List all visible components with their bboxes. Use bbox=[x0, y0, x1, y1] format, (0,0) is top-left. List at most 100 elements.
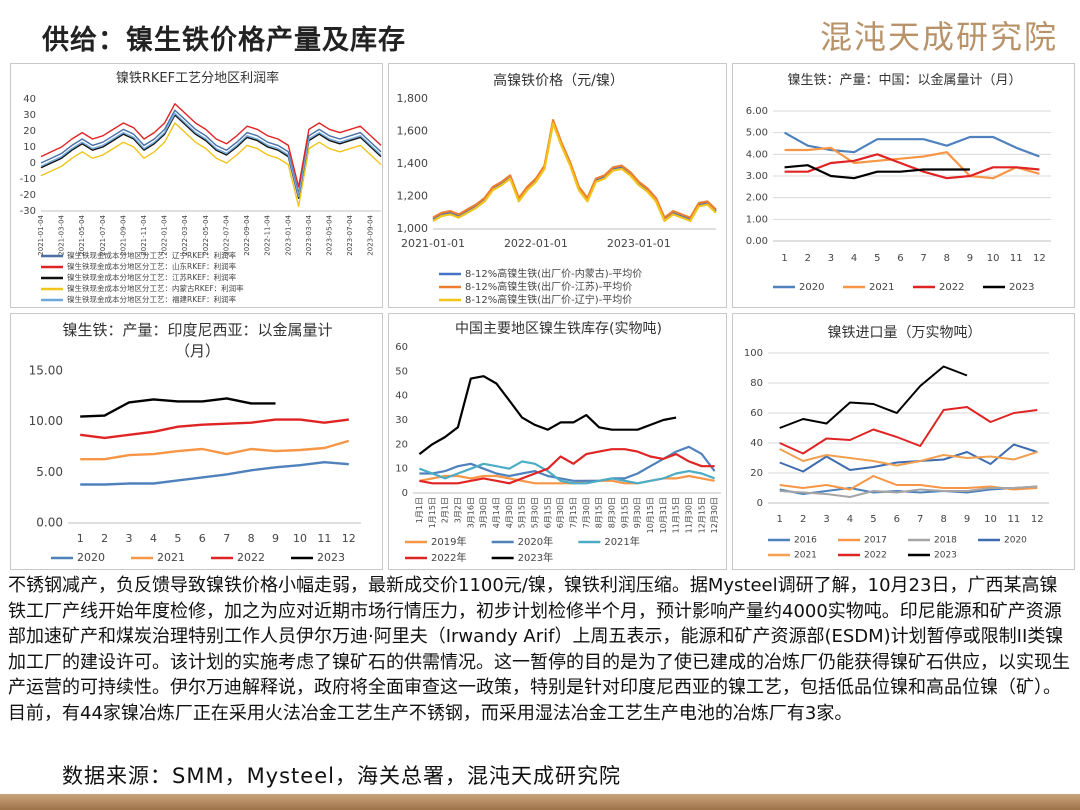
x-tick-label: 4 bbox=[847, 514, 853, 525]
series-line bbox=[40, 112, 382, 198]
x-tick-label: 5月30日 bbox=[530, 497, 539, 528]
y-tick-label: 30 bbox=[23, 110, 36, 121]
y-tick-label: 40 bbox=[23, 94, 36, 105]
y-tick-label: -20 bbox=[20, 190, 36, 201]
x-tick-label: 2021-11-04 bbox=[140, 214, 148, 255]
series-line bbox=[784, 164, 970, 180]
y-tick-label: 10 bbox=[395, 464, 408, 475]
y-tick-label: -10 bbox=[20, 174, 36, 185]
y-tick-label: 60 bbox=[750, 408, 763, 419]
x-tick-label: 2021-05-04 bbox=[78, 214, 86, 255]
x-tick-label: 2023-05-04 bbox=[325, 214, 333, 255]
x-tick-label: 11月15日 bbox=[672, 497, 681, 533]
legend-label: 2016 bbox=[794, 536, 817, 546]
series-line bbox=[432, 122, 717, 222]
chart: 0 10 20 30 40 50 60 1月1日 1月15日 2月1日 3月2日 3月16日 3月30日… bbox=[395, 342, 721, 564]
series-line bbox=[784, 131, 1040, 158]
legend-label: 2020年 bbox=[518, 535, 553, 548]
legend-label: 8-12%高镍生铁(出厂价-江苏)-平均价 bbox=[465, 280, 632, 293]
chart-panel: 0 10 20 30 40 50 60 1月1日 1月15日 2月1日 3月2日 3月16日 3月30日… bbox=[388, 313, 727, 570]
series-line bbox=[779, 365, 968, 429]
series-line bbox=[80, 439, 350, 461]
legend-label: 8-12%高镍生铁(出厂价-内蒙古)-平均价 bbox=[465, 267, 642, 280]
y-tick-label: -30 bbox=[20, 206, 36, 217]
x-tick-label: 3月16日 bbox=[466, 497, 475, 528]
x-tick-label: 2023-07-04 bbox=[346, 214, 354, 255]
x-tick-label: 1月15日 bbox=[428, 497, 437, 528]
y-tick-label: 15.00 bbox=[29, 364, 63, 378]
x-tick-label: 6 bbox=[897, 253, 903, 264]
series-line bbox=[80, 461, 349, 486]
x-tick-label: 4月14日 bbox=[492, 497, 501, 528]
series-line bbox=[419, 448, 715, 485]
x-tick-label: 7 bbox=[920, 253, 926, 264]
x-tick-label: 3 bbox=[823, 514, 829, 525]
y-tick-label: 40 bbox=[750, 438, 763, 449]
chart-panel: 0.00 1.00 2.00 3.00 4.00 5.00 6.00 1 2 3 4 5 6 7 8 9 10 1… bbox=[732, 63, 1075, 308]
legend-label: 2017 bbox=[864, 536, 887, 546]
y-tick-label: 0.00 bbox=[746, 236, 768, 247]
series-line bbox=[40, 114, 382, 199]
y-tick-label: 10 bbox=[23, 142, 36, 153]
series-line bbox=[779, 448, 1038, 467]
series-line bbox=[784, 153, 1040, 180]
body-text: 不锈钢减产，负反馈导致镍铁价格小幅走弱，最新成交价1100元/镍，镍铁利润压缩。… bbox=[8, 575, 1070, 724]
series-line bbox=[418, 375, 677, 455]
y-tick-label: 1.00 bbox=[746, 214, 768, 225]
x-tick-label: 2023-01-04 bbox=[284, 214, 292, 255]
x-tick-label: 9 bbox=[964, 514, 970, 525]
y-tick-label: 10.00 bbox=[29, 414, 63, 428]
x-tick-label: 2021-01-04 bbox=[37, 214, 45, 255]
chart: 0.001.002.003.004.005.006.001 2 3 4 5 6 7 8 9 10 1… bbox=[746, 106, 1051, 293]
y-tick-label: 20 bbox=[23, 126, 36, 137]
x-tick-label: 10 bbox=[984, 514, 997, 525]
y-tick-label: 0 bbox=[402, 488, 408, 499]
legend-label: 2023 bbox=[317, 551, 345, 564]
y-tick-label: 6.00 bbox=[746, 106, 768, 117]
x-tick-label: 4月30日 bbox=[505, 497, 514, 528]
y-tick-label: 80 bbox=[750, 378, 763, 389]
legend-label: 2023 bbox=[934, 551, 957, 561]
x-tick-label: 8 bbox=[940, 514, 946, 525]
legend-label: 2018 bbox=[934, 536, 957, 546]
x-tick-label: 2月1日 bbox=[441, 497, 450, 523]
x-tick-label: 2022-01-04 bbox=[161, 214, 169, 255]
y-tick-label: 0 bbox=[30, 158, 36, 169]
x-tick-label: 7 bbox=[223, 532, 230, 545]
y-tick-label: 20 bbox=[395, 439, 408, 450]
x-tick-label: 4 bbox=[851, 253, 857, 264]
chart-title: 镍生铁：产量：印度尼西亚：以金属量计（月） bbox=[62, 321, 333, 360]
x-tick-label: 9 bbox=[967, 253, 973, 264]
y-tick-label: 5.00 bbox=[36, 465, 63, 479]
x-tick-label: 1 bbox=[781, 253, 787, 264]
y-tick-label: 1,800 bbox=[397, 92, 429, 105]
legend-label: 8-12%高镍生铁(出厂价-辽宁)-平均价 bbox=[465, 293, 632, 306]
x-tick-label: 6月15日 bbox=[543, 497, 552, 528]
x-tick-label: 3月2日 bbox=[453, 497, 462, 523]
x-tick-label: 8 bbox=[248, 532, 255, 545]
y-tick-label: 100 bbox=[744, 348, 763, 359]
x-tick-label: 5 bbox=[870, 514, 876, 525]
x-tick-label: 7 bbox=[917, 514, 923, 525]
x-tick-label: 2 bbox=[101, 532, 108, 545]
x-tick-label: 12 bbox=[1033, 253, 1046, 264]
series-line bbox=[40, 109, 382, 195]
x-tick-label: 5月15日 bbox=[518, 497, 527, 528]
x-tick-label: 2 bbox=[800, 514, 806, 525]
legend-label: 2020 bbox=[77, 551, 105, 564]
chart: 1,000 1,200 1,400 1,600 1,800 2021-01-01 2022-… bbox=[397, 92, 717, 306]
x-tick-label: 12月30日 bbox=[710, 497, 719, 533]
x-tick-label: 2021-01-01 bbox=[401, 237, 465, 250]
legend-label: 2023年 bbox=[518, 551, 553, 564]
y-tick-label: 0 bbox=[757, 498, 763, 509]
legend-label: 2021 bbox=[869, 282, 894, 293]
y-tick-label: 20 bbox=[750, 468, 763, 479]
x-tick-label: 2022-05-04 bbox=[202, 214, 210, 255]
y-tick-label: 1,000 bbox=[397, 222, 429, 235]
series-line bbox=[432, 119, 717, 219]
x-tick-label: 11 bbox=[317, 532, 331, 545]
legend-label: 2020 bbox=[1004, 536, 1027, 546]
chart-panel: 0.00 5.00 10.00 15.00 1 2 3 4 5 6 7 8 9 10 11 12 2020 202… bbox=[10, 313, 383, 570]
legend-label: 镍生铁现金成本分地区分工艺：内蒙古RKEF：利润率 bbox=[67, 283, 244, 293]
